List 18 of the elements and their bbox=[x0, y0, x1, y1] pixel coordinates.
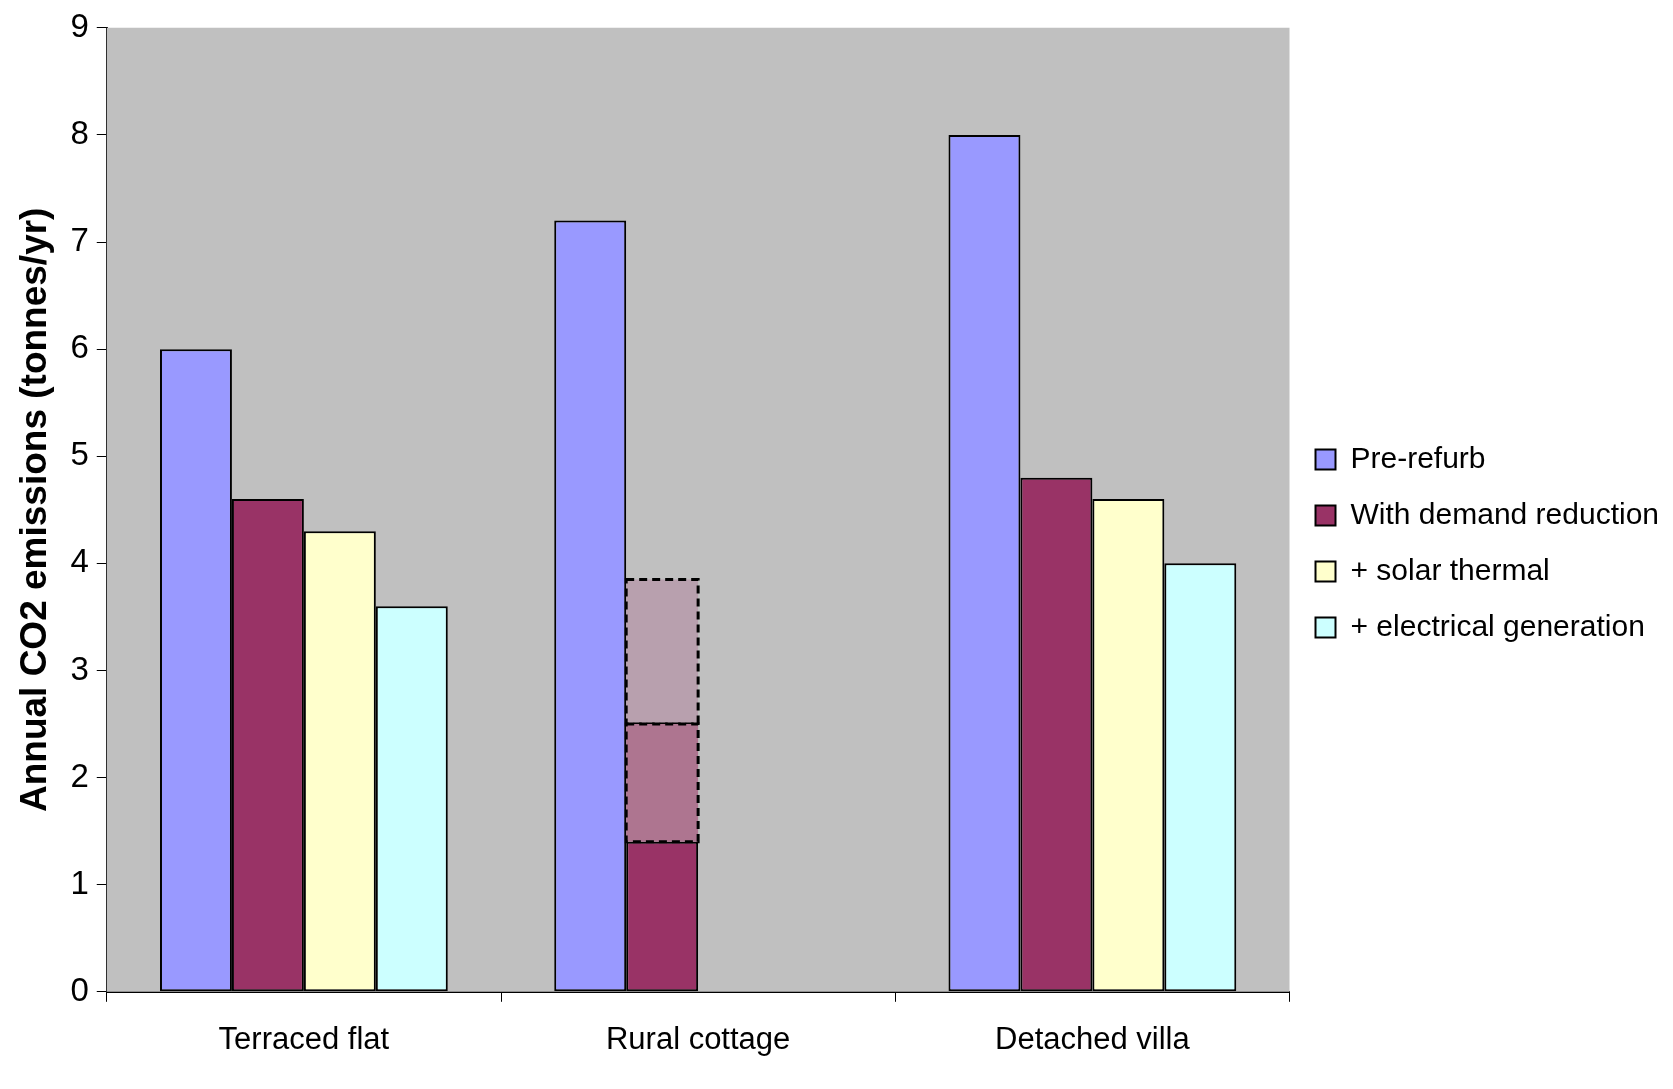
y-tick-label: 8 bbox=[70, 114, 89, 151]
legend-label: + electrical generation bbox=[1350, 608, 1645, 642]
y-tick-label: 2 bbox=[70, 756, 89, 794]
legend-label: Pre-refurb bbox=[1350, 440, 1486, 474]
y-tick-label: 4 bbox=[70, 542, 89, 580]
legend-label: + solar thermal bbox=[1350, 552, 1550, 586]
y-axis-title: Annual CO2 emissions (tonnes/yr) bbox=[13, 207, 55, 813]
x-tick-label: Rural cottage bbox=[605, 1020, 791, 1056]
y-tick-label: 7 bbox=[70, 221, 89, 259]
y-tick-label: 1 bbox=[70, 863, 89, 901]
y-tick-label: 5 bbox=[70, 435, 89, 473]
y-tick-label: 6 bbox=[70, 328, 89, 366]
x-tick-label: Detached villa bbox=[995, 1020, 1191, 1056]
y-tick-label: 0 bbox=[70, 970, 89, 1008]
y-tick-label: 9 bbox=[70, 6, 89, 44]
legend-label: With demand reduction bbox=[1350, 496, 1659, 530]
x-tick-label: Terraced flat bbox=[218, 1020, 390, 1056]
y-tick-label: 3 bbox=[70, 649, 89, 687]
